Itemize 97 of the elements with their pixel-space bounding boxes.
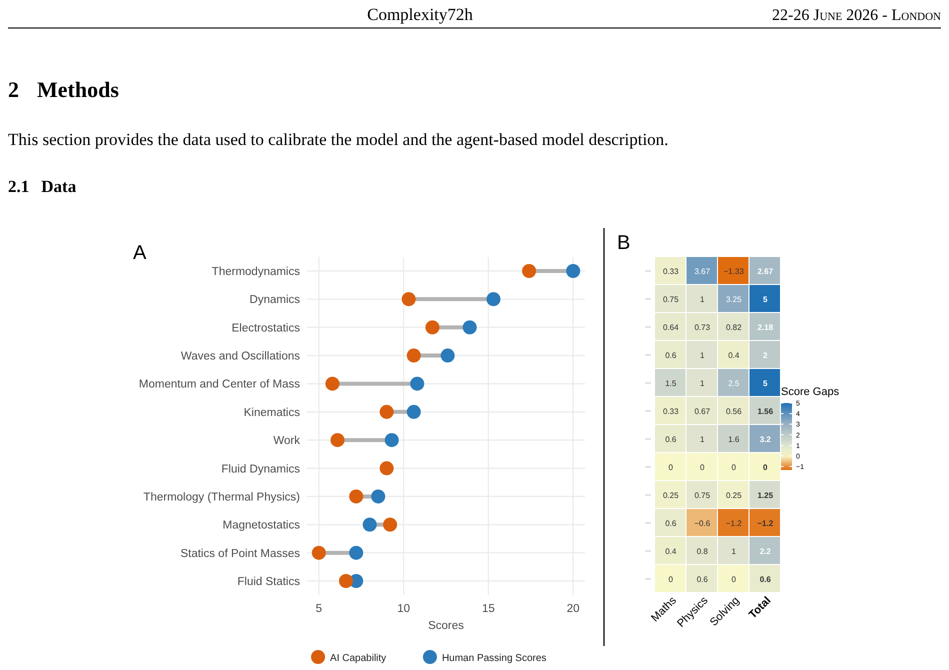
text: B [617, 232, 630, 254]
y-tick-label: Momentum and Center of Mass [138, 378, 300, 391]
text: 22-26 June 2026 - London [772, 7, 942, 24]
point [312, 546, 326, 560]
data-label: 0 [700, 463, 706, 472]
data-label: 1.6 [728, 435, 740, 444]
data-label: −1.2 [726, 519, 742, 528]
data-label: 2.2 [760, 547, 772, 556]
data-label: 3.25 [726, 295, 742, 304]
x-axis-title: Scores [428, 620, 464, 632]
y-tick-label: Fluid Dynamics [221, 463, 300, 476]
data-label: 1.56 [757, 407, 774, 416]
data-label: 0 [732, 463, 737, 472]
point [425, 320, 440, 334]
point [380, 461, 394, 476]
point [410, 376, 424, 391]
data-label: 5 [763, 295, 768, 304]
x-tick-label: 20 [566, 603, 580, 615]
point [406, 348, 421, 363]
data-label: 1 [732, 547, 737, 556]
data-label: 0.25 [726, 491, 742, 500]
data-label: 1 [700, 351, 706, 360]
data-label: 3.67 [694, 267, 711, 276]
data-label: 0.75 [694, 491, 711, 500]
data-label: 0.73 [694, 323, 711, 332]
y-tick-label: Magnetostatics [222, 520, 300, 532]
y-tick-label: Kinematics [244, 406, 300, 419]
data-label: 0.56 [726, 407, 742, 416]
text: 2 Methods [8, 77, 120, 102]
x-tick-label: 10 [397, 603, 410, 615]
data-label: 0.82 [726, 323, 742, 332]
data-label: 0.6 [665, 435, 677, 444]
data-label: 0.6 [665, 519, 677, 528]
data-label: 0 [668, 575, 674, 584]
data-label: 0.67 [694, 407, 711, 416]
data-label: 0.64 [662, 323, 680, 332]
point [566, 264, 580, 278]
y-tick-label: Dynamics [250, 294, 300, 306]
data-label: 0.6 [760, 575, 772, 584]
point [362, 518, 377, 532]
text: 2.1 Data [8, 177, 77, 196]
point [522, 264, 536, 278]
y-tick-label: Statics of Point Masses [180, 548, 300, 560]
point [325, 376, 340, 391]
data-label: 0.4 [665, 547, 677, 556]
legend-label: AI Capability [330, 653, 386, 664]
point [371, 489, 386, 504]
data-label: 0 [668, 463, 674, 472]
data-label: 0.6 [665, 351, 677, 360]
x-tick-label: 5 [316, 603, 322, 615]
point [384, 433, 399, 448]
data-label: 5 [763, 379, 768, 388]
text: A [133, 242, 147, 264]
x-tick-label: 15 [482, 603, 495, 615]
data-label: 3.2 [760, 435, 772, 444]
data-label: 0.33 [662, 267, 680, 276]
y-tick-label: Thermology (Thermal Physics) [143, 491, 300, 504]
point [349, 546, 364, 560]
point [380, 404, 394, 419]
data-label: 0.33 [662, 407, 680, 416]
y-tick-label: Thermodynamics [212, 266, 300, 278]
text: Complexity72h [367, 5, 474, 24]
data-label: 1 [700, 379, 706, 388]
data-label: 0 [763, 463, 768, 472]
data-label: 1 [700, 435, 706, 444]
data-label: 0.75 [662, 295, 680, 304]
data-label: −0.6 [694, 519, 711, 528]
data-label: 0.8 [696, 547, 708, 556]
color-bar-title: Score Gaps [781, 386, 840, 398]
y-tick-label: Waves and Oscillations [180, 350, 300, 363]
point [462, 320, 477, 334]
point [406, 404, 421, 419]
y-tick-label: Electrostatics [232, 322, 300, 334]
point [383, 518, 398, 532]
point [440, 348, 455, 363]
point [349, 489, 364, 504]
point [402, 292, 416, 306]
data-label: 0 [732, 575, 737, 584]
data-label: 0.25 [662, 491, 680, 500]
data-label: 0.6 [696, 575, 708, 584]
data-label: 2 [763, 351, 768, 360]
data-label: 2.5 [728, 379, 740, 388]
legend-label: Human Passing Scores [442, 653, 546, 664]
data-label: 1.25 [757, 491, 774, 500]
data-label: 1.5 [665, 379, 677, 388]
y-tick-label: Work [273, 435, 300, 448]
data-label: 2.67 [757, 267, 774, 276]
y-tick-label: Fluid Statics [237, 576, 300, 588]
text: This section provides the data used to calibrate the model and the agent-based model description. [8, 130, 668, 149]
data-label: 2.18 [757, 323, 774, 332]
point [486, 292, 500, 306]
data-label: 0.4 [728, 351, 740, 360]
data-label: −1.33 [724, 267, 744, 276]
data-label: 1 [700, 295, 706, 304]
point [330, 433, 345, 448]
point [338, 574, 353, 588]
data-label: −1.2 [757, 519, 774, 528]
